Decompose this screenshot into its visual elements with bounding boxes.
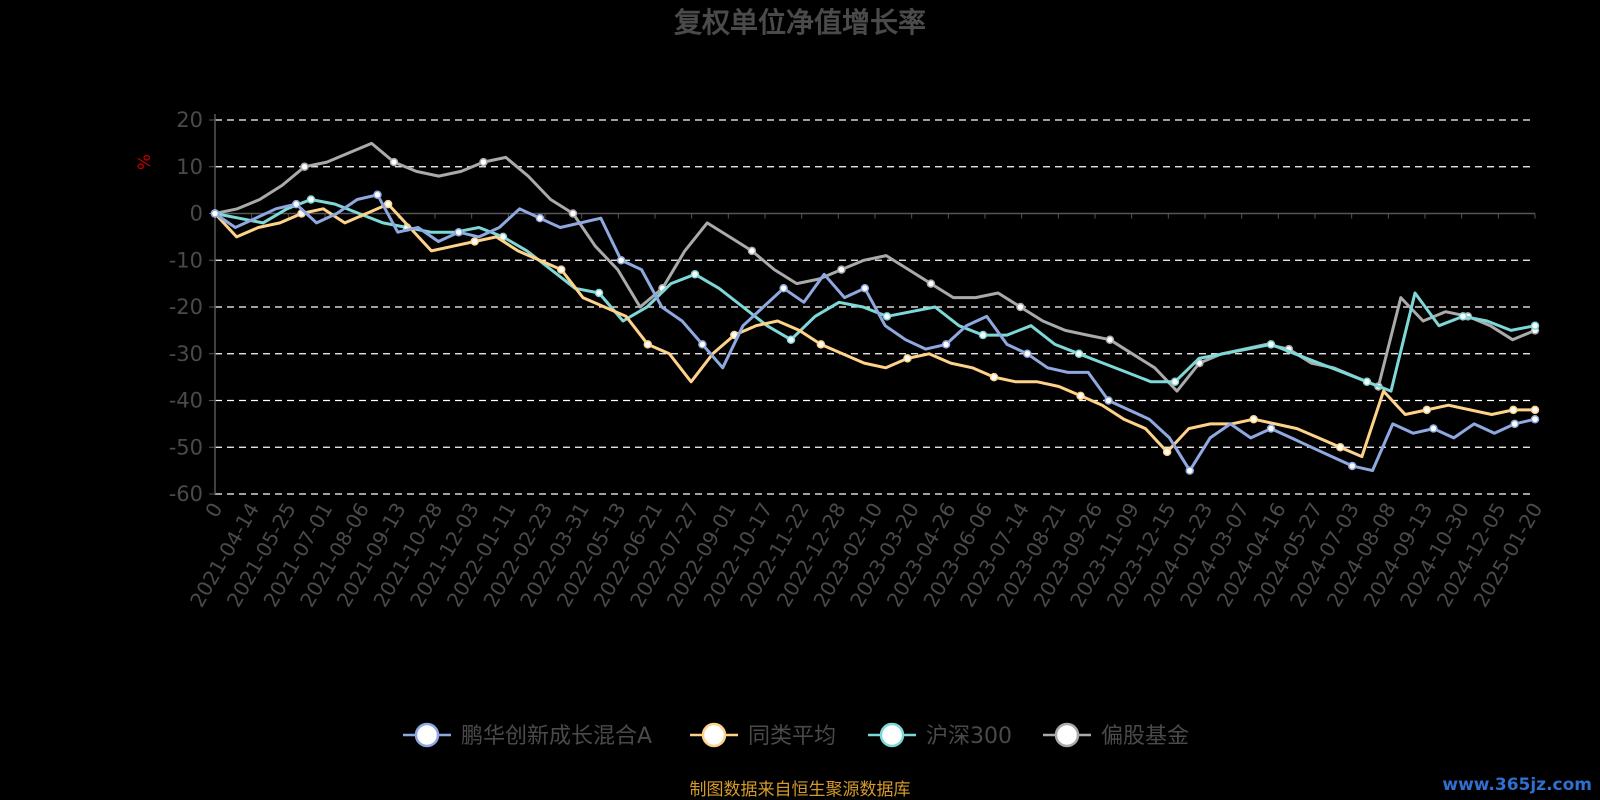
data-point: [389, 157, 399, 167]
y-tick-label: -10: [169, 248, 203, 272]
data-point: [300, 162, 309, 171]
data-point: [1347, 461, 1357, 471]
data-point: [1335, 443, 1345, 452]
data-point: [816, 340, 826, 349]
legend-marker: [879, 722, 905, 748]
data-point: [779, 284, 788, 293]
data-point: [1266, 340, 1276, 349]
data-point: [383, 199, 393, 209]
legend-item[interactable]: 沪深300: [868, 722, 1012, 749]
x-axis-ticks: 02021-04-142021-05-252021-07-012021-08-0…: [185, 213, 1547, 611]
data-point: [941, 340, 951, 349]
data-point: [1362, 377, 1372, 387]
data-point: [1074, 349, 1084, 358]
legend-marker: [701, 722, 727, 748]
data-point: [1458, 312, 1468, 321]
data-point: [1170, 377, 1180, 387]
legend-label: 鹏华创新成长混合A: [461, 724, 652, 749]
data-point: [1016, 302, 1025, 312]
series-lines: [210, 141, 1540, 475]
data-point: [479, 157, 488, 167]
source-note: 制图数据来自恒生聚源数据库: [690, 780, 911, 800]
legend-label: 同类平均: [748, 724, 836, 749]
y-tick-label: -20: [169, 295, 203, 319]
watermark: www.365jz.com: [1442, 775, 1592, 795]
series-line: [214, 193, 1536, 473]
legend-item[interactable]: 同类平均: [690, 722, 836, 749]
y-tick-label: 10: [176, 155, 203, 179]
data-point: [210, 209, 220, 218]
legend-label: 偏股基金: [1101, 724, 1189, 749]
y-tick-label: -40: [169, 389, 203, 413]
data-point: [1510, 419, 1519, 429]
data-point: [1266, 424, 1276, 433]
series-line: [213, 202, 1535, 459]
data-point: [373, 190, 382, 200]
series-line: [214, 141, 1536, 393]
data-point: [989, 372, 999, 382]
data-point: [616, 256, 626, 265]
data-point: [882, 312, 892, 321]
legend[interactable]: 鹏华创新成长混合A 同类平均 沪深300 偏股基金: [403, 722, 1189, 749]
data-point: [1530, 414, 1540, 424]
data-point: [747, 246, 757, 256]
data-point: [454, 227, 463, 237]
data-point: [1422, 405, 1432, 415]
data-point: [594, 288, 604, 298]
data-point: [556, 265, 566, 274]
data-point: [291, 199, 301, 209]
legend-marker: [414, 722, 440, 748]
data-point: [1076, 391, 1085, 401]
data-point: [690, 270, 700, 279]
data-point: [643, 340, 653, 349]
data-point: [1429, 424, 1438, 433]
data-point: [568, 209, 578, 218]
data-point: [470, 237, 479, 246]
data-point: [1509, 405, 1518, 415]
legend-item[interactable]: 鹏华创新成长混合A: [403, 722, 652, 749]
data-point: [535, 213, 545, 223]
data-point: [1530, 405, 1540, 415]
data-point: [1162, 447, 1172, 457]
y-tick-label: -60: [169, 482, 203, 506]
y-tick-label: 0: [190, 202, 203, 226]
y-tick-label: 20: [176, 108, 203, 132]
data-point: [1249, 414, 1258, 424]
data-point: [1104, 396, 1113, 405]
chart-title: 复权单位净值增长率: [674, 6, 926, 39]
data-point: [837, 265, 846, 274]
data-point: [698, 340, 707, 349]
data-point: [1530, 321, 1540, 330]
y-tick-label: -30: [169, 342, 203, 366]
data-point: [1185, 466, 1195, 475]
data-point: [978, 330, 988, 340]
x-tick-label: 0: [200, 499, 227, 522]
y-axis-unit: %: [135, 154, 155, 170]
legend-item[interactable]: 偏股基金: [1043, 722, 1189, 749]
data-point: [860, 284, 870, 293]
y-axis-ticks: 20 10 0 -10 -20 -30 -40 -50 -60: [169, 108, 215, 506]
data-point: [1105, 335, 1115, 344]
data-point: [1023, 349, 1032, 358]
data-point: [903, 354, 912, 363]
data-point: [786, 335, 796, 344]
data-point: [926, 279, 936, 288]
legend-marker: [1054, 722, 1080, 748]
data-point: [306, 195, 316, 204]
legend-label: 沪深300: [926, 724, 1012, 749]
y-tick-label: -50: [169, 435, 203, 459]
series-line: [214, 198, 1536, 393]
